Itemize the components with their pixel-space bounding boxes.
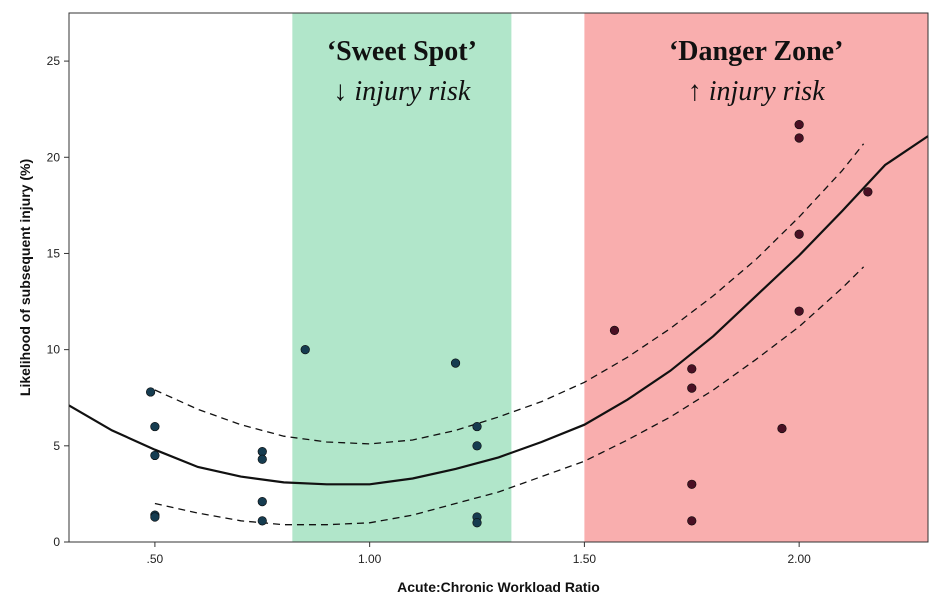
zone-band-1	[584, 13, 928, 542]
data-point-16	[687, 364, 697, 374]
x-tick-label: .50	[147, 552, 164, 566]
data-point-4	[150, 512, 160, 522]
data-point-1	[150, 421, 160, 432]
sweet-spot-title: ‘Sweet Spot’	[327, 36, 477, 67]
data-point-9	[300, 345, 310, 355]
data-point-2	[150, 450, 160, 461]
y-axis-title: Likelihood of subsequent injury (%)	[17, 159, 33, 396]
data-point-0	[146, 387, 156, 397]
sweet-spot-subtitle: ↓ injury risk	[333, 76, 470, 107]
data-point-14	[472, 518, 482, 528]
points-layer	[146, 119, 873, 528]
plot-frame	[68, 12, 929, 543]
x-tick-label: 1.00	[358, 552, 382, 566]
data-point-5	[257, 446, 267, 457]
zone-labels: ‘Sweet Spot’ ↓ injury risk ‘Danger Zone’…	[327, 36, 844, 107]
x-tick-label: 2.00	[787, 552, 811, 566]
curves-layer	[68, 135, 929, 526]
data-point-10	[450, 358, 461, 368]
data-point-21	[794, 119, 804, 130]
y-tick-label: 25	[47, 54, 61, 68]
data-point-6	[257, 454, 267, 464]
y-tick-label: 15	[47, 246, 61, 260]
data-point-19	[687, 516, 697, 526]
data-point-15	[609, 325, 620, 336]
y-tick-label: 20	[47, 150, 61, 164]
data-point-25	[863, 187, 873, 197]
data-point-7	[257, 497, 267, 507]
data-point-12	[472, 441, 482, 451]
data-point-17	[687, 383, 697, 393]
data-point-18	[687, 479, 697, 489]
data-point-22	[794, 133, 804, 143]
y-tick-label: 10	[47, 343, 61, 357]
danger-zone-subtitle: ↑ injury risk	[688, 76, 825, 107]
data-point-20	[777, 423, 787, 434]
zones-layer	[292, 13, 928, 542]
data-point-8	[257, 516, 267, 526]
fit-curve	[68, 135, 929, 486]
data-point-24	[794, 306, 804, 316]
x-tick-label: 1.50	[573, 552, 597, 566]
upper-confidence-band	[154, 143, 865, 445]
y-tick-label: 0	[53, 535, 60, 549]
data-point-11	[472, 421, 482, 432]
axes-layer: .50 1.00 1.50 2.00 0 5 10 15 20 25	[47, 12, 929, 566]
danger-zone-title: ‘Danger Zone’	[669, 36, 843, 67]
y-tick-label: 5	[53, 439, 60, 453]
lower-confidence-band	[154, 266, 865, 526]
zone-band-0	[292, 13, 512, 542]
data-point-23	[794, 229, 804, 239]
x-axis-title: Acute:Chronic Workload Ratio	[397, 579, 600, 595]
